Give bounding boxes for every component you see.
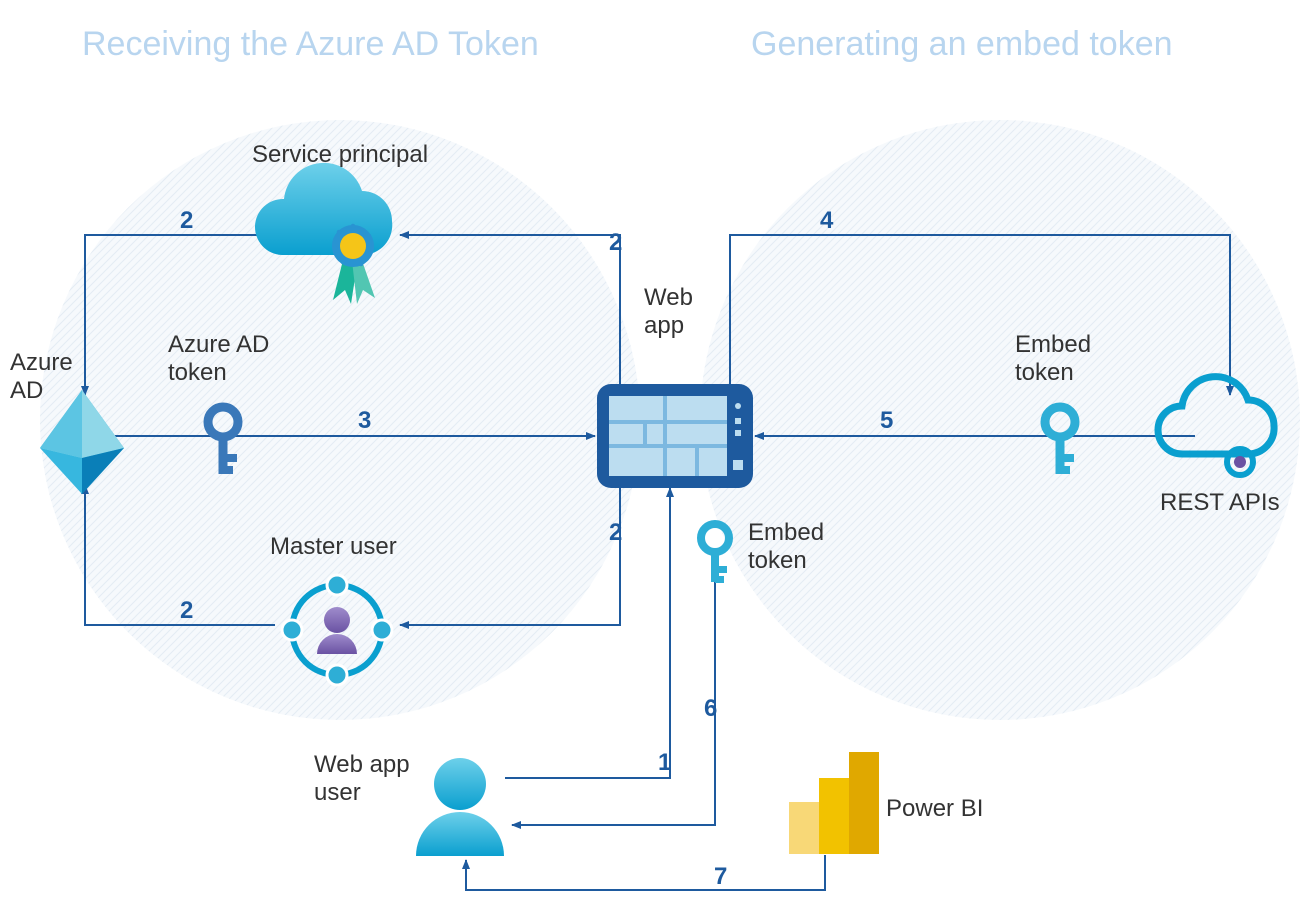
web-app-label: Webapp <box>644 284 693 339</box>
embed-token-mid-key-icon <box>701 524 729 583</box>
web-app-user-label: Web appuser <box>314 751 410 806</box>
service-principal-label: Service principal <box>252 141 428 168</box>
title-right: Generating an embed token <box>751 25 1173 63</box>
step-number-1: 1 <box>658 749 671 776</box>
step-number-2: 2 <box>609 519 622 546</box>
step-number-5: 5 <box>880 407 893 434</box>
title-left: Receiving the Azure AD Token <box>82 25 539 63</box>
step-number-2: 2 <box>180 597 193 624</box>
web-app-user-icon <box>416 758 504 856</box>
step-number-6: 6 <box>704 695 717 722</box>
web-app-icon <box>597 384 753 488</box>
power-bi-icon <box>789 752 879 854</box>
step-number-3: 3 <box>358 407 371 434</box>
power-bi-label: Power BI <box>886 795 983 822</box>
step-number-7: 7 <box>714 863 727 890</box>
edge-e7 <box>466 855 825 890</box>
step-number-2: 2 <box>609 229 622 256</box>
bg-circle-right <box>700 120 1300 720</box>
rest-apis-label: REST APIs <box>1160 489 1280 516</box>
step-number-2: 2 <box>180 207 193 234</box>
step-number-4: 4 <box>820 207 834 234</box>
master-user-label: Master user <box>270 533 397 560</box>
